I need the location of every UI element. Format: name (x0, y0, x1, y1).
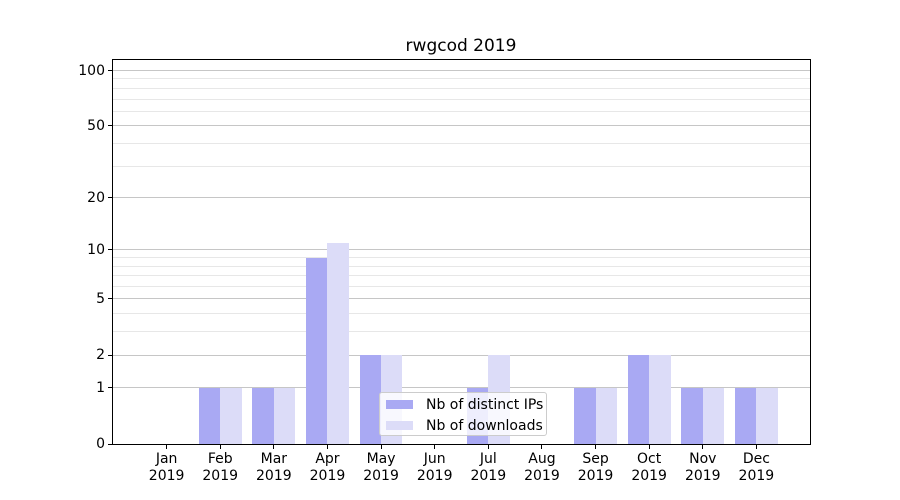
bar-downloads-dec (756, 387, 778, 444)
bar-downloads-nov (702, 387, 725, 444)
y-tick-mark (108, 125, 113, 127)
bar-distinct-ips-nov (681, 387, 703, 444)
x-tick-label: Oct 2019 (631, 451, 667, 484)
y-tick-label: 100 (78, 62, 105, 79)
bar-downloads-oct (649, 355, 671, 444)
x-tick-mark (648, 445, 650, 449)
major-gridline (113, 249, 810, 251)
y-tick-label: 0 (96, 436, 105, 452)
y-tick-mark (108, 249, 113, 251)
plot-area (112, 59, 811, 445)
major-gridline (113, 197, 810, 199)
y-tick-mark (108, 197, 113, 199)
minor-gridline (113, 331, 810, 333)
bar-downloads-apr (327, 242, 349, 444)
major-gridline (113, 125, 810, 127)
x-tick-mark (702, 445, 704, 449)
y-tick-mark (108, 443, 113, 445)
bar-distinct-ips-may (359, 355, 382, 444)
y-tick-label: 5 (96, 290, 105, 307)
x-tick-mark (219, 445, 221, 449)
y-tick-mark (108, 298, 113, 300)
major-gridline (113, 70, 810, 71)
legend-label-downloads: Nb of downloads (426, 417, 543, 434)
y-tick-label: 50 (87, 117, 105, 134)
minor-gridline (113, 142, 810, 144)
y-tick-mark (108, 354, 113, 356)
x-tick-mark (166, 445, 168, 449)
x-tick-mark (326, 445, 328, 449)
x-tick-label: Jul 2019 (470, 451, 507, 484)
bar-downloads-mar (273, 387, 296, 444)
minor-gridline (113, 275, 810, 277)
y-tick-label: 2 (96, 347, 105, 364)
x-tick-mark (541, 445, 543, 449)
minor-gridline (113, 165, 810, 167)
x-tick-label: May 2019 (363, 451, 399, 484)
minor-gridline (113, 257, 810, 259)
bar-downloads-feb (220, 387, 242, 444)
x-tick-label: Mar 2019 (256, 451, 292, 484)
minor-gridline (113, 87, 810, 89)
y-tick-mark (108, 387, 113, 389)
x-tick-mark (595, 445, 597, 449)
x-tick-mark (755, 445, 757, 449)
minor-gridline (113, 313, 810, 315)
minor-gridline (113, 265, 810, 267)
y-tick-mark (108, 70, 113, 71)
x-tick-label: Aug 2019 (524, 451, 560, 484)
legend-item-distinct-ips: Nb of distinct IPs (380, 394, 546, 415)
bar-distinct-ips-dec (734, 387, 757, 444)
x-tick-label: Nov 2019 (684, 451, 721, 484)
x-tick-label: Sep 2019 (577, 451, 614, 484)
y-tick-label: 10 (87, 241, 105, 258)
x-tick-label: Dec 2019 (738, 451, 775, 484)
legend-label-distinct-ips: Nb of distinct IPs (426, 396, 544, 413)
x-tick-label: Feb 2019 (202, 451, 239, 484)
y-tick-label: 1 (96, 379, 105, 396)
legend-swatch-distinct-ips (386, 400, 413, 409)
legend-swatch-downloads (386, 421, 413, 430)
minor-gridline (113, 286, 810, 288)
legend-item-downloads: Nb of downloads (380, 415, 546, 436)
y-tick-label: 20 (87, 189, 105, 206)
x-tick-label: Jan 2019 (148, 451, 185, 484)
minor-gridline (113, 110, 810, 112)
bar-distinct-ips-mar (252, 387, 274, 444)
major-gridline (113, 354, 810, 356)
x-tick-mark (434, 445, 436, 449)
chart-title: rwgcod 2019 (405, 36, 517, 56)
major-gridline (113, 387, 810, 389)
legend: Nb of distinct IPs Nb of downloads (379, 392, 547, 436)
minor-gridline (113, 98, 810, 100)
bar-distinct-ips-oct (627, 355, 650, 444)
x-tick-label: Apr 2019 (309, 451, 346, 484)
minor-gridline (113, 78, 810, 80)
x-tick-mark (380, 445, 382, 449)
bar-downloads-sep (595, 387, 617, 444)
bar-distinct-ips-sep (574, 387, 596, 444)
x-tick-mark (487, 445, 489, 449)
x-tick-label: Jun 2019 (416, 451, 453, 484)
bar-distinct-ips-apr (306, 257, 328, 444)
x-tick-mark (273, 445, 275, 449)
bar-distinct-ips-feb (198, 387, 221, 444)
major-gridline (113, 298, 810, 300)
